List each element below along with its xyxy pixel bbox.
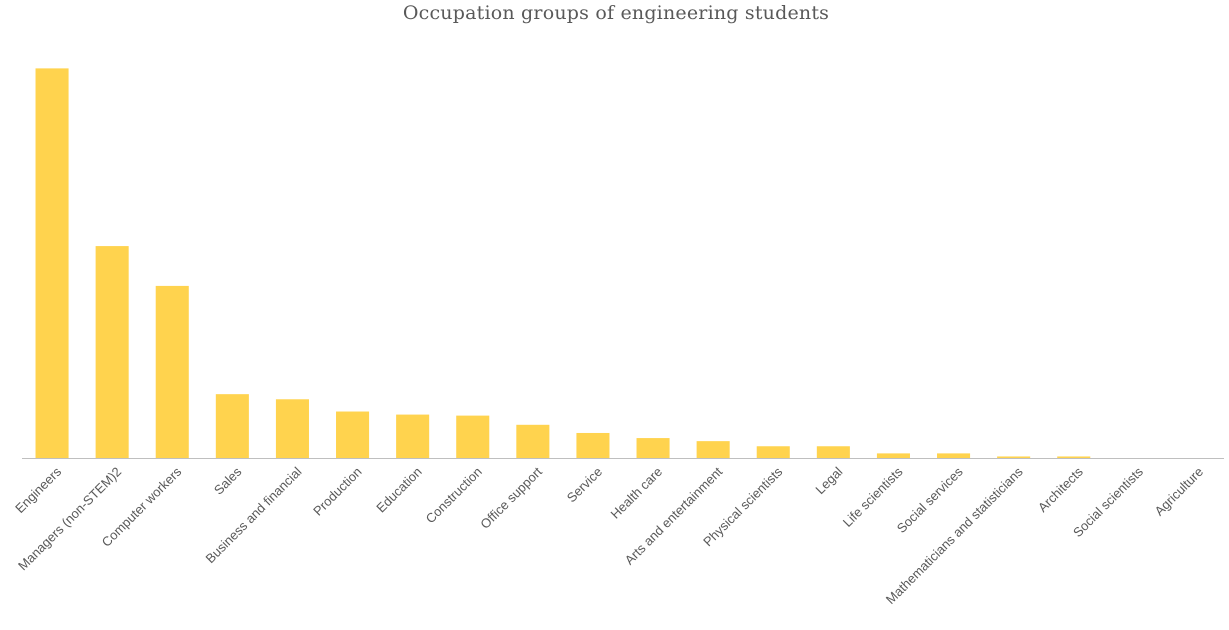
bar-construction bbox=[456, 415, 490, 459]
bar-managers-non-stem-2 bbox=[95, 246, 129, 459]
bar-computer-workers bbox=[155, 285, 189, 459]
tick-label-service: Service bbox=[564, 464, 605, 505]
bars-group bbox=[35, 68, 1091, 459]
tick-label-managers-non-stem-2: Managers (non-STEM)2 bbox=[15, 464, 124, 573]
tick-label-education: Education bbox=[373, 464, 424, 515]
bar-sales bbox=[215, 394, 249, 459]
tick-label-agriculture: Agriculture bbox=[1152, 464, 1207, 519]
bar-mathematicians-and-statisticians bbox=[997, 456, 1031, 459]
bar-health-care bbox=[636, 438, 670, 459]
bar-life-scientists bbox=[876, 453, 910, 459]
bar-service bbox=[576, 432, 610, 459]
bar-arts-and-entertainment bbox=[696, 441, 730, 459]
chart-title: Occupation groups of engineering student… bbox=[402, 2, 830, 24]
bar-engineers bbox=[35, 68, 69, 459]
tick-label-life-scientists: Life scientists bbox=[840, 464, 906, 530]
bar-business-and-financial bbox=[275, 399, 309, 459]
tick-label-architects: Architects bbox=[1035, 464, 1086, 515]
tick-label-engineers: Engineers bbox=[12, 464, 64, 516]
bar-education bbox=[396, 414, 430, 459]
tick-label-sales: Sales bbox=[211, 464, 245, 498]
tick-label-health-care: Health care bbox=[608, 464, 666, 522]
bar-office-support bbox=[516, 424, 550, 459]
bar-legal bbox=[816, 446, 850, 459]
tick-label-construction: Construction bbox=[423, 464, 485, 526]
tick-label-arts-and-entertainment: Arts and entertainment bbox=[622, 464, 726, 568]
bar-production bbox=[336, 411, 370, 459]
tick-label-legal: Legal bbox=[812, 464, 845, 497]
tick-label-production: Production bbox=[310, 464, 365, 519]
tick-label-office-support: Office support bbox=[477, 464, 545, 532]
bar-social-services bbox=[937, 453, 971, 459]
bar-architects bbox=[1057, 456, 1091, 459]
bar-physical-scientists bbox=[756, 446, 790, 459]
